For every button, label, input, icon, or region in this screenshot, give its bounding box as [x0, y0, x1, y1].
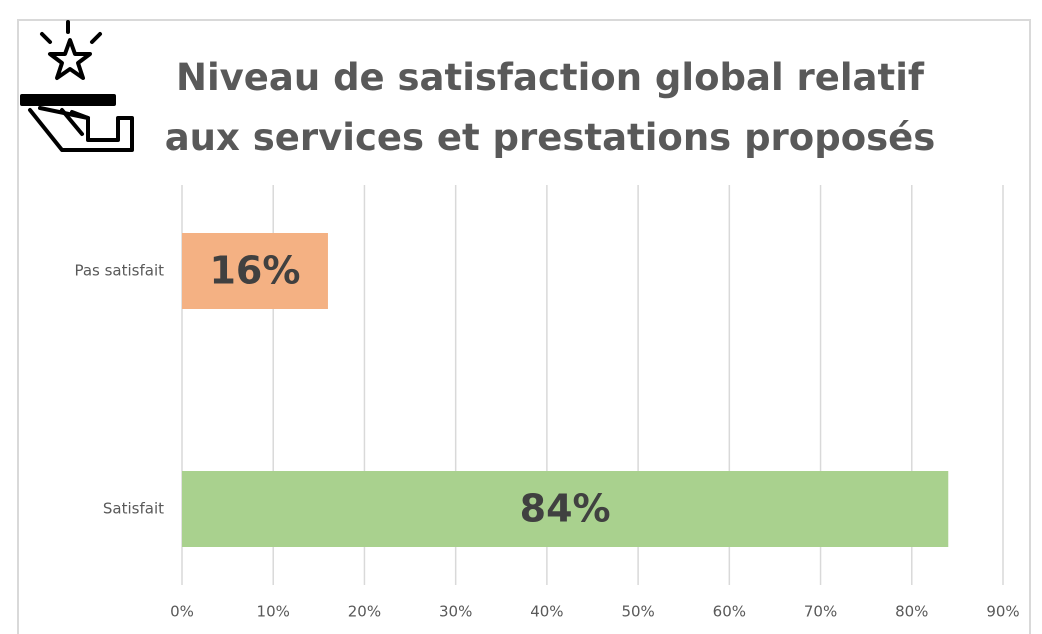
x-tick-label: 40%	[530, 603, 563, 621]
bar	[182, 233, 328, 309]
bar	[182, 471, 949, 547]
x-tick-label: 10%	[257, 603, 290, 621]
x-tick-label: 80%	[895, 603, 928, 621]
chart-title: Niveau de satisfaction global relatif au…	[164, 56, 936, 159]
data-label: 84%	[520, 487, 611, 531]
icon	[20, 20, 134, 152]
x-tick-label: 30%	[439, 603, 472, 621]
x-tick-label: 20%	[348, 603, 381, 621]
chart-border	[17, 19, 1031, 634]
data-label: 16%	[209, 249, 300, 293]
x-tick-label: 0%	[170, 603, 194, 621]
y-tick-label: Satisfait	[103, 500, 164, 518]
x-tick-label: 60%	[713, 603, 746, 621]
x-tick-label: 70%	[804, 603, 837, 621]
x-tick-label: 50%	[621, 603, 654, 621]
x-tick-label: 90%	[986, 603, 1019, 621]
y-tick-label: Pas satisfait	[74, 262, 164, 280]
